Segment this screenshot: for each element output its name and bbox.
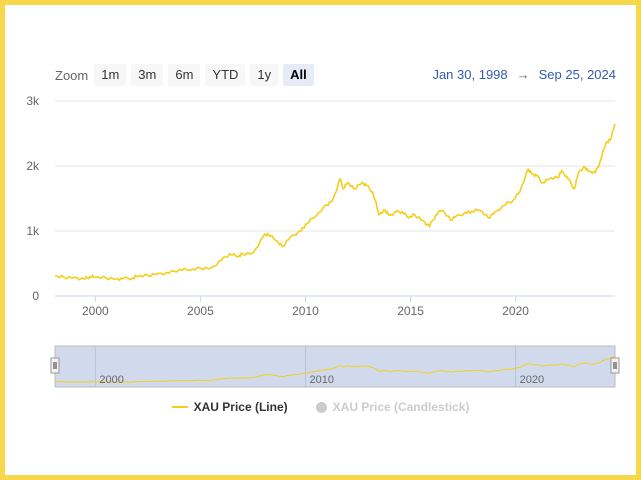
handle-grip[interactable] <box>50 357 60 374</box>
zoom-all-button[interactable]: All <box>283 64 314 86</box>
handle-grip[interactable] <box>610 357 620 374</box>
x-tick-label: 2010 <box>292 304 319 318</box>
zoom-3m-button[interactable]: 3m <box>131 64 164 86</box>
range-arrow: → <box>516 67 530 82</box>
candlestick-series-swatch <box>315 401 327 413</box>
navigator-series-line <box>54 355 616 383</box>
price-series-line[interactable] <box>54 123 616 282</box>
navigator-tick-label: 2010 <box>309 374 333 386</box>
navigator-tick-label: 2000 <box>99 374 123 386</box>
x-axis-ticks: 2000 2005 2010 2015 2020 <box>82 296 529 318</box>
legend-item-line[interactable]: XAU Price (Line) <box>171 400 288 414</box>
x-tick-label: 2005 <box>187 304 214 318</box>
y-tick-label: 0 <box>32 289 39 303</box>
x-tick-label: 2020 <box>502 304 529 318</box>
legend-label-candlestick: XAU Price (Candlestick) <box>332 400 470 414</box>
range-to-date[interactable]: Sep 25, 2024 <box>538 67 616 82</box>
line-series-swatch <box>171 406 188 408</box>
zoom-label: Zoom <box>55 67 89 83</box>
x-tick-label: 2000 <box>82 304 109 318</box>
x-tick-label: 2015 <box>397 304 424 318</box>
zoom-6m-button[interactable]: 6m <box>168 64 201 86</box>
legend-item-candlestick[interactable]: XAU Price (Candlestick) <box>315 400 470 414</box>
navigator-tick-label: 2020 <box>520 374 544 386</box>
navigator-labels: 2000 2010 2020 <box>99 374 544 386</box>
navigator-left-handle[interactable] <box>50 357 60 374</box>
zoom-1m-button[interactable]: 1m <box>94 64 127 86</box>
zoom-ytd-button[interactable]: YTD <box>205 64 246 86</box>
zoom-1y-button[interactable]: 1y <box>250 64 279 86</box>
legend: XAU Price (Line) XAU Price (Candlestick) <box>0 400 641 414</box>
y-tick-label: 3k <box>26 94 40 108</box>
y-tick-label: 2k <box>26 159 40 173</box>
grid-lines <box>55 100 615 232</box>
range-from-date[interactable]: Jan 30, 1998 <box>432 67 508 82</box>
date-range-display: Jan 30, 1998 → Sep 25, 2024 <box>432 67 616 82</box>
y-tick-label: 1k <box>26 224 40 238</box>
zoom-bar: Zoom 1m 3m 6m YTD 1y All <box>55 64 319 86</box>
navigator-grid <box>94 346 517 387</box>
navigator[interactable]: 2000 2010 2020 <box>50 345 620 388</box>
y-axis-labels: 0 1k 2k 3k <box>26 94 40 303</box>
legend-label-line: XAU Price (Line) <box>193 400 288 414</box>
navigator-right-handle[interactable] <box>610 357 620 374</box>
